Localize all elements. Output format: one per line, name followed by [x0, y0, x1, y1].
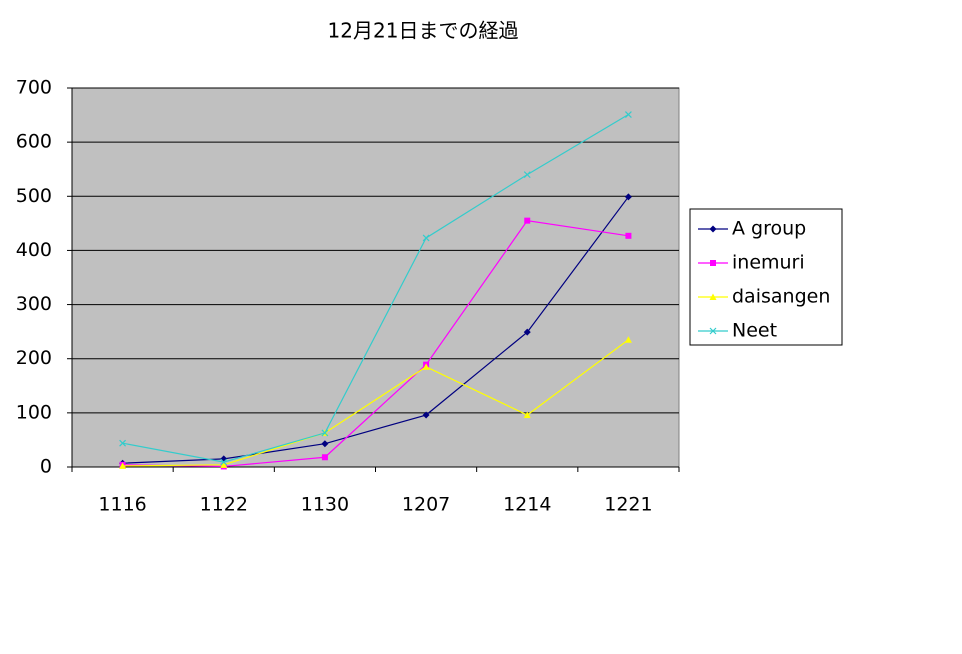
data-point [321, 454, 328, 461]
x-tick-label: 1122 [200, 494, 248, 516]
y-tick-label: 300 [16, 293, 52, 315]
legend-marker [709, 225, 717, 233]
y-tick-label: 500 [16, 185, 52, 207]
data-point [321, 429, 329, 437]
y-tick-label: 200 [16, 347, 52, 369]
y-tick-label: 0 [40, 456, 52, 478]
x-tick-label: 1221 [604, 494, 652, 516]
legend-marker [709, 327, 717, 335]
data-point [624, 193, 632, 201]
data-point [422, 363, 430, 370]
series-line [122, 339, 629, 467]
x-tick-label: 1130 [301, 494, 349, 516]
data-point [523, 328, 531, 336]
y-tick-label: 100 [16, 401, 52, 423]
data-point [624, 336, 632, 343]
data-point [524, 217, 531, 224]
data-point [625, 232, 632, 239]
chart-title: 12月21日までの経過 [328, 19, 519, 43]
legend-label: A group [732, 218, 806, 240]
data-point [523, 411, 531, 419]
data-point [523, 171, 531, 179]
series-line [122, 220, 629, 468]
legend-label: inemuri [732, 252, 805, 274]
legend-label: Neet [732, 320, 777, 342]
legend-marker [710, 260, 716, 266]
y-tick-label: 400 [16, 239, 52, 261]
legend-marker [709, 293, 717, 300]
data-point [220, 458, 228, 466]
y-tick-label: 600 [16, 131, 52, 153]
x-tick-label: 1116 [98, 494, 146, 516]
data-point [422, 411, 430, 419]
data-point [624, 111, 632, 118]
series-line [122, 196, 629, 464]
data-point [321, 440, 329, 448]
data-point [119, 462, 127, 469]
x-tick-label: 1207 [402, 494, 450, 516]
data-point [119, 439, 127, 447]
y-tick-label: 700 [16, 77, 52, 99]
plot-area [71, 87, 680, 468]
x-tick-label: 1214 [503, 494, 551, 516]
series-line [122, 114, 629, 463]
legend-label: daisangen [732, 286, 830, 308]
data-point [422, 234, 430, 242]
data-point [220, 461, 228, 468]
legend-box [689, 208, 843, 346]
